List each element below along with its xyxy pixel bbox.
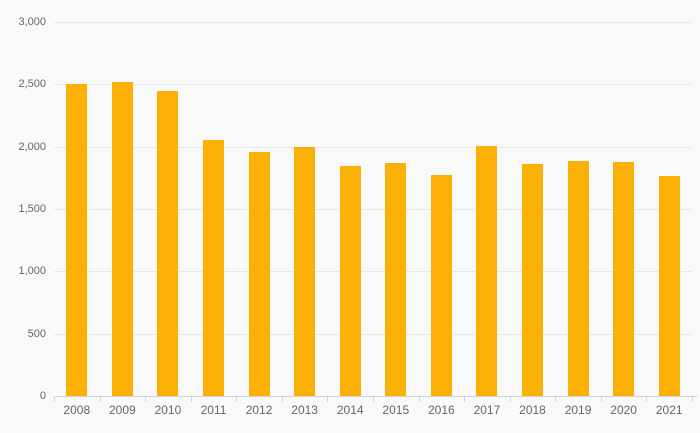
x-axis-label-2009: 2009 (108, 403, 136, 417)
gridline-y-1,000 (54, 271, 692, 273)
x-axis-tick (190, 397, 192, 402)
bar-2010[interactable] (157, 90, 179, 396)
x-axis-label-2021: 2021 (655, 403, 683, 417)
y-axis-label: 2,500 (18, 78, 46, 91)
y-axis-label: 0 (39, 390, 46, 402)
x-axis-tick (327, 397, 329, 402)
bar-2020[interactable] (613, 162, 635, 396)
x-axis-label-2016: 2016 (427, 403, 455, 417)
bar-2019[interactable] (567, 161, 589, 396)
x-axis-tick (646, 397, 648, 402)
bar-2008[interactable] (66, 84, 88, 396)
bar-2021[interactable] (658, 175, 680, 396)
x-axis-tick (373, 397, 374, 402)
bar-2012[interactable] (248, 151, 270, 396)
bar-2011[interactable] (203, 139, 224, 396)
bar-2014[interactable] (339, 166, 361, 396)
x-axis-tick (281, 397, 283, 402)
x-axis-label-2008: 2008 (63, 403, 91, 417)
x-axis-tick (145, 397, 147, 402)
bar-2015[interactable] (385, 162, 407, 396)
x-axis-tick (555, 397, 557, 402)
x-axis-label-2010: 2010 (154, 403, 182, 417)
x-axis-label-2011: 2011 (200, 403, 227, 417)
x-axis-tick (464, 397, 466, 402)
x-axis-label-2013: 2013 (291, 403, 318, 417)
bar-2013[interactable] (294, 146, 316, 396)
x-axis-tick (692, 397, 693, 402)
x-axis-tick (236, 397, 238, 402)
bar-2017[interactable] (476, 146, 498, 396)
y-axis-label: 1,000 (18, 265, 46, 278)
x-axis-line (54, 396, 697, 397)
x-axis-label-2012: 2012 (245, 403, 273, 417)
x-axis-label-2020: 2020 (610, 403, 637, 417)
x-axis-tick (99, 397, 101, 402)
bar-2018[interactable] (522, 164, 543, 396)
x-axis-label-2017: 2017 (473, 403, 501, 417)
x-axis-tick (418, 397, 420, 402)
y-axis-label: 2,000 (18, 140, 46, 153)
y-axis-label: 1,500 (18, 203, 46, 215)
x-axis-label-2019: 2019 (564, 403, 592, 417)
x-axis-label-2018: 2018 (519, 403, 546, 417)
gridline-y-2,500 (54, 84, 692, 86)
plot-area (54, 22, 692, 396)
gridline-y-2,000 (54, 146, 692, 148)
x-axis-tick (54, 397, 55, 402)
x-axis-tick (509, 397, 511, 402)
bar-2016[interactable] (430, 175, 452, 396)
gridline-y-1,500 (54, 209, 692, 210)
x-axis-label-2015: 2015 (382, 403, 410, 417)
x-axis-tick (600, 397, 602, 402)
bar-2009[interactable] (111, 81, 133, 396)
y-axis-label: 500 (27, 327, 46, 340)
y-axis-label: 3,000 (18, 16, 46, 28)
x-axis-label-2014: 2014 (336, 403, 364, 417)
gridline-y-3,000 (54, 22, 692, 23)
gridline-y-500 (54, 333, 692, 335)
